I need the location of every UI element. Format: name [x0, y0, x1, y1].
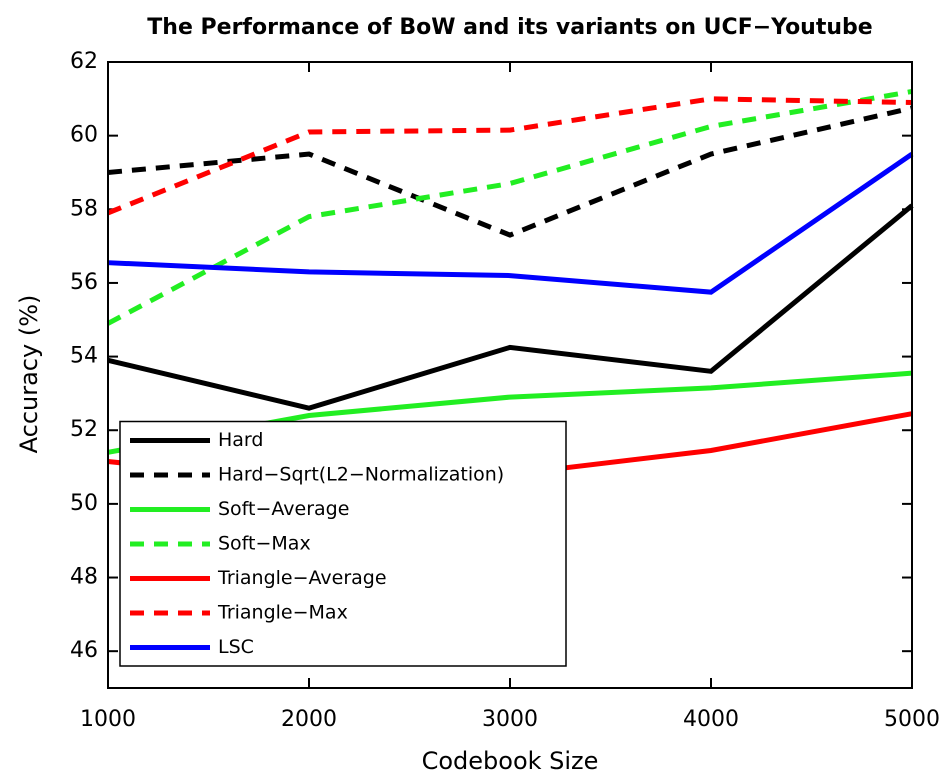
y-tick-label: 62: [70, 49, 98, 74]
legend-label: Hard: [218, 429, 263, 451]
x-tick-label: 5000: [884, 707, 940, 732]
legend-label: Triangle−Average: [217, 567, 387, 589]
series-line: [107, 203, 914, 411]
y-tick-label: 60: [70, 123, 98, 148]
series-line: [107, 151, 914, 295]
x-axis-label: Codebook Size: [422, 747, 599, 775]
x-tick-label: 2000: [281, 707, 337, 732]
y-tick-label: 50: [70, 491, 98, 516]
series-line: [106, 88, 913, 326]
y-tick-label: 56: [70, 270, 98, 295]
legend-label: LSC: [218, 636, 254, 658]
x-tick-label: 1000: [80, 707, 136, 732]
y-tick-label: 52: [70, 417, 98, 442]
y-tick-label: 58: [70, 196, 98, 221]
y-tick-label: 48: [70, 565, 98, 590]
legend-box: [119, 420, 567, 667]
legend-label: Soft−Average: [218, 498, 349, 520]
plot-frame: [107, 61, 913, 689]
chart-title: The Performance of BoW and its variants …: [147, 15, 872, 40]
legend-label: Soft−Max: [218, 533, 311, 555]
y-axis-label: Accuracy (%): [15, 295, 43, 454]
legend-label: Triangle−Max: [217, 602, 348, 624]
series-line: [107, 96, 913, 216]
y-tick-label: 54: [70, 344, 98, 369]
x-tick-label: 4000: [683, 707, 739, 732]
x-tick-label: 3000: [482, 707, 538, 732]
series-line: [107, 105, 913, 238]
legend-label: Hard−Sqrt(L2−Normalization): [218, 464, 504, 486]
y-tick-label: 46: [70, 638, 98, 663]
